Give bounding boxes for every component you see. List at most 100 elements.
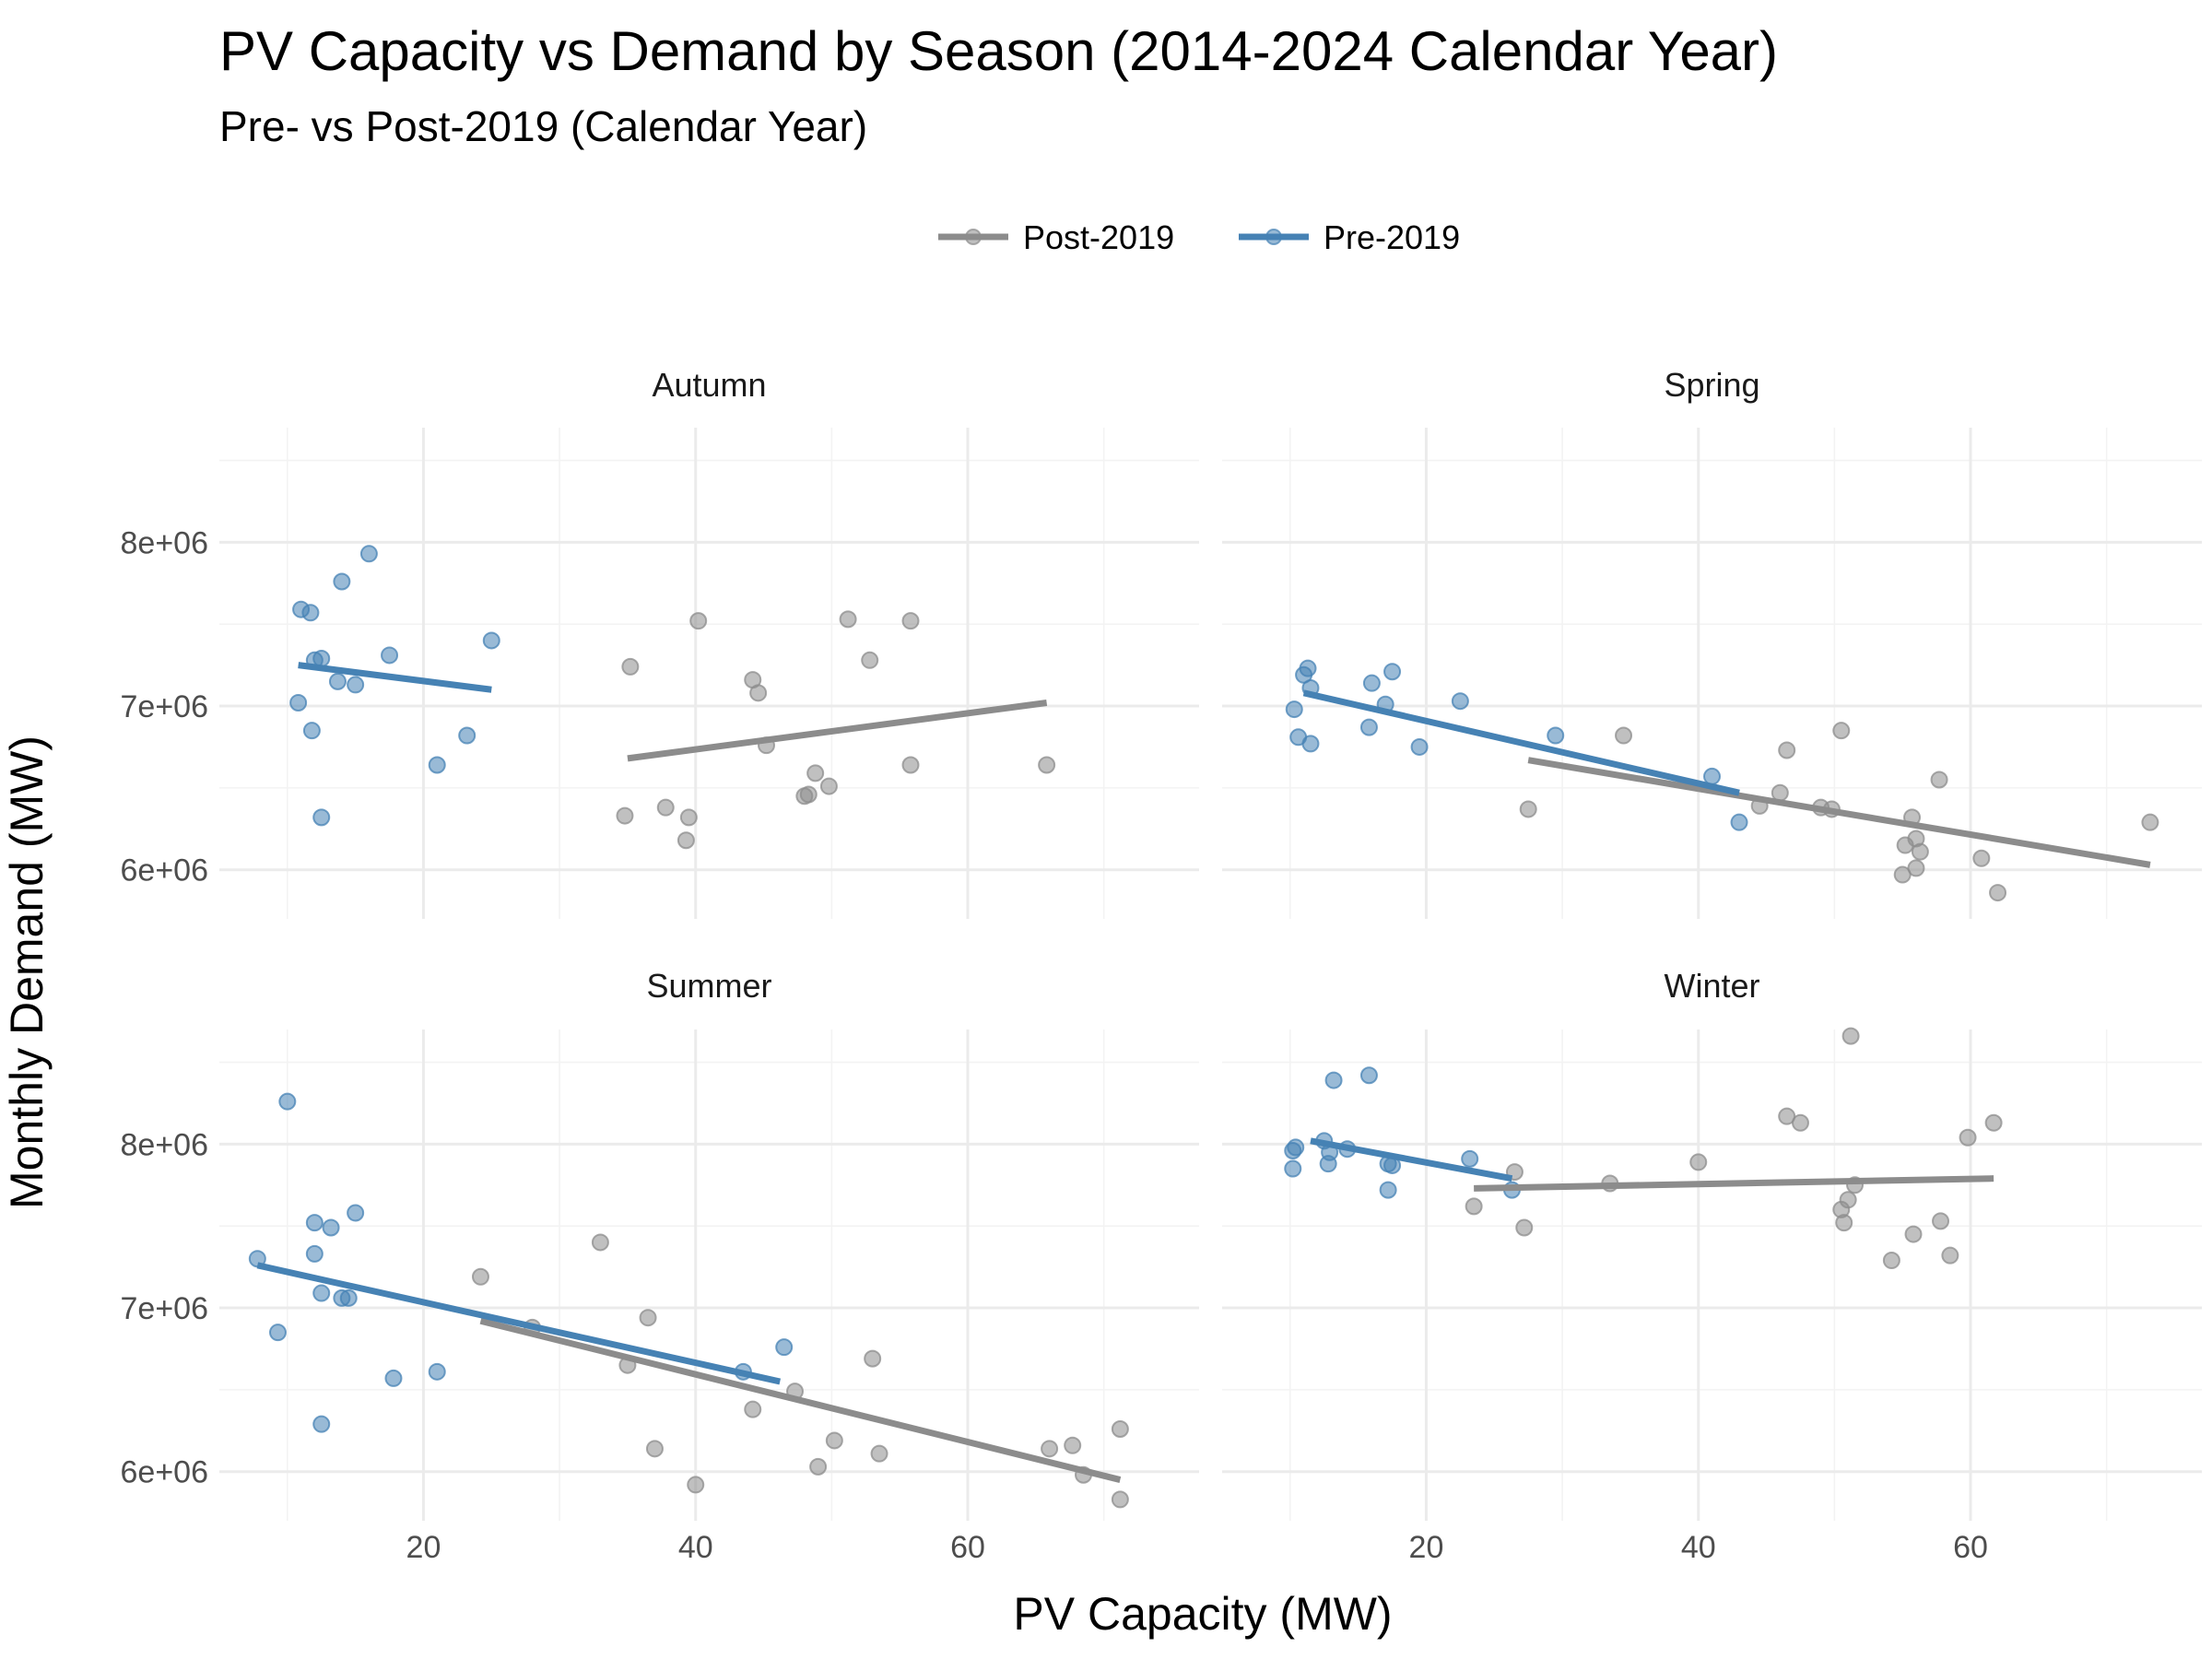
legend: Post-2019 Pre-2019: [938, 218, 1460, 256]
point-post-2019: [806, 764, 825, 782]
x-tick-label: 60: [1953, 1530, 1988, 1565]
point-pre-2019: [347, 1204, 365, 1222]
point-post-2019: [901, 612, 920, 630]
point-post-2019: [1941, 1246, 1959, 1265]
point-post-2019: [1835, 1214, 1853, 1232]
point-pre-2019: [428, 1362, 446, 1381]
point-post-2019: [1932, 1212, 1950, 1230]
point-pre-2019: [312, 1284, 331, 1302]
x-tick-label: 20: [406, 1530, 441, 1565]
point-post-2019: [645, 1440, 664, 1458]
point-post-2019: [1791, 1113, 1809, 1132]
point-post-2019: [679, 808, 698, 827]
point-pre-2019: [1319, 1155, 1337, 1173]
point-pre-2019: [1379, 1181, 1397, 1199]
point-pre-2019: [482, 631, 500, 650]
point-pre-2019: [381, 646, 399, 665]
x-tick-label: 40: [1681, 1530, 1716, 1565]
y-tick-label: 7e+06: [121, 689, 209, 724]
trend-line-pre-2019: [1302, 689, 1740, 796]
point-post-2019: [1882, 1252, 1900, 1270]
point-post-2019: [1515, 1218, 1534, 1237]
point-post-2019: [1778, 741, 1796, 759]
panel-summer: Summer 6e+06 7e+06 8e+06 20 40 60: [121, 967, 1199, 1565]
point-post-2019: [864, 1349, 882, 1368]
chart-title: PV Capacity vs Demand by Season (2014-20…: [219, 20, 1778, 82]
x-tick-label: 20: [1409, 1530, 1444, 1565]
point-post-2019: [656, 798, 675, 817]
point-post-2019: [839, 610, 857, 629]
point-post-2019: [1930, 771, 1948, 789]
point-pre-2019: [312, 650, 331, 668]
panel-winter: Winter 20 40 60: [1222, 967, 2202, 1565]
legend-key-point-post-2019: [965, 229, 982, 245]
y-tick-label: 8e+06: [121, 1127, 209, 1162]
point-post-2019: [799, 785, 818, 804]
point-post-2019: [1904, 1225, 1923, 1243]
point-pre-2019: [301, 604, 320, 622]
point-pre-2019: [1461, 1149, 1479, 1168]
point-post-2019: [471, 1267, 489, 1286]
point-pre-2019: [359, 545, 378, 563]
point-post-2019: [1989, 884, 2007, 902]
chart-subtitle: Pre- vs Post-2019 (Calendar Year): [219, 102, 867, 150]
trend-line-post-2019: [1474, 1175, 1994, 1192]
point-post-2019: [591, 1233, 609, 1252]
point-post-2019: [621, 657, 640, 676]
point-post-2019: [744, 1400, 762, 1418]
point-post-2019: [870, 1444, 888, 1463]
point-post-2019: [1832, 722, 1851, 740]
point-pre-2019: [268, 1324, 287, 1342]
point-pre-2019: [302, 722, 321, 740]
point-post-2019: [861, 651, 879, 669]
point-post-2019: [1041, 1440, 1059, 1458]
trend-line-post-2019: [627, 700, 1048, 762]
point-pre-2019: [1451, 692, 1469, 711]
point-pre-2019: [333, 572, 351, 591]
panels: Autumn 6e+06 7e+06 8e+06 Spring Summer 6e+06 7e…: [121, 366, 2202, 1565]
point-pre-2019: [1362, 674, 1381, 692]
point-pre-2019: [328, 672, 347, 690]
point-pre-2019: [312, 1415, 331, 1433]
y-tick-label: 6e+06: [121, 1455, 209, 1490]
point-pre-2019: [1324, 1071, 1343, 1089]
point-pre-2019: [384, 1369, 403, 1387]
trend-line-post-2019: [1527, 757, 2151, 868]
trend-line-post-2019: [479, 1317, 1122, 1483]
y-tick-label: 6e+06: [121, 853, 209, 888]
y-axis-title: Monthly Demand (MW): [1, 735, 53, 1209]
point-pre-2019: [1730, 813, 1748, 831]
panel-autumn: Autumn 6e+06 7e+06 8e+06: [121, 366, 1199, 919]
point-post-2019: [1841, 1027, 1860, 1045]
point-pre-2019: [1359, 718, 1378, 736]
point-pre-2019: [347, 676, 365, 694]
point-post-2019: [1111, 1490, 1129, 1509]
y-tick-label: 8e+06: [121, 525, 209, 560]
point-post-2019: [689, 612, 708, 630]
panel-spring: Spring: [1222, 366, 2202, 919]
point-post-2019: [1972, 849, 1991, 867]
legend-key-point-pre-2019: [1265, 229, 1282, 245]
point-post-2019: [687, 1476, 705, 1494]
point-post-2019: [1615, 726, 1633, 745]
point-post-2019: [639, 1309, 657, 1327]
point-pre-2019: [339, 1288, 358, 1307]
point-post-2019: [677, 831, 695, 850]
point-post-2019: [2141, 813, 2159, 831]
point-post-2019: [1984, 1113, 2003, 1132]
point-pre-2019: [1359, 1066, 1378, 1085]
point-pre-2019: [1547, 726, 1565, 745]
point-pre-2019: [322, 1218, 340, 1237]
trend-line-pre-2019: [1310, 1137, 1513, 1182]
point-post-2019: [616, 806, 634, 825]
point-pre-2019: [305, 1244, 324, 1263]
point-post-2019: [819, 777, 838, 795]
point-pre-2019: [1285, 700, 1303, 719]
point-post-2019: [1465, 1197, 1483, 1216]
strip-label-spring: Spring: [1664, 366, 1759, 404]
point-post-2019: [825, 1431, 843, 1450]
strip-label-winter: Winter: [1664, 967, 1759, 1005]
strip-label-autumn: Autumn: [652, 366, 766, 404]
point-pre-2019: [305, 1214, 324, 1232]
